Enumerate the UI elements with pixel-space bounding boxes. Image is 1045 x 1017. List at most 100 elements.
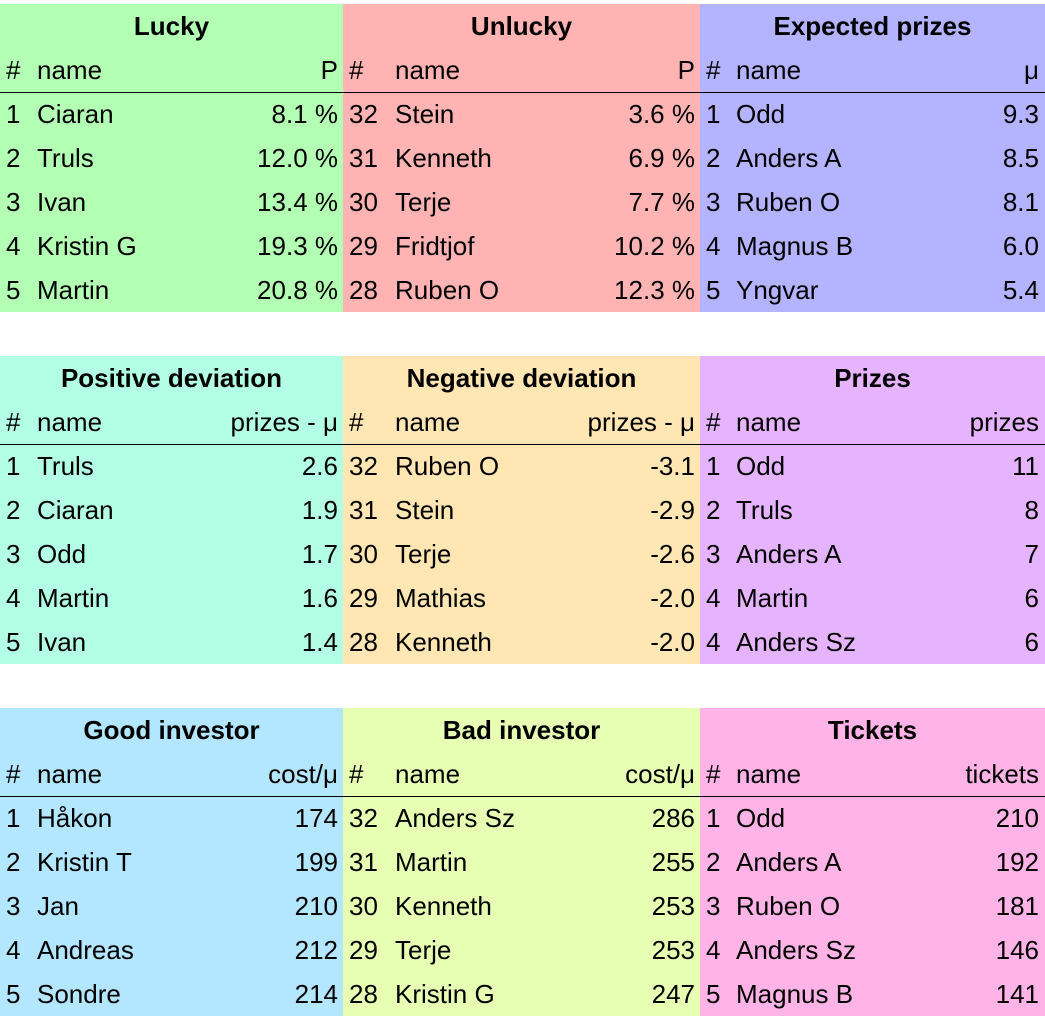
rank-cell: 2 (6, 495, 21, 525)
rank-cell: 2 (6, 847, 21, 877)
name-cell: Odd (736, 99, 786, 129)
value-cell: 5.4 (1002, 275, 1039, 305)
rank-cell: 3 (6, 891, 21, 921)
value-cell: 212 (294, 935, 338, 965)
positive-deviation-table: Positive deviation # name prizes - μ 1 Truls 2… (0, 356, 343, 664)
value-cell: 286 (651, 803, 695, 833)
rank-cell: 30 (349, 891, 378, 921)
name-header: name (37, 759, 103, 789)
rank-cell: 30 (349, 187, 378, 217)
rank-cell: 29 (349, 583, 378, 613)
table-row: 1 Truls 2.6 (0, 444, 343, 488)
rank-cell: 30 (349, 539, 378, 569)
value-cell: 199 (294, 847, 338, 877)
table-row-group-2: Positive deviation # name prizes - μ 1 Truls 2… (0, 356, 1045, 664)
table-header: # name P (0, 48, 343, 93)
name-cell: Ciaran (37, 495, 114, 525)
table-row: 28 Ruben O 12.3 % (343, 268, 700, 312)
table-row: 3 Ruben O 181 (700, 884, 1045, 928)
name-cell: Stein (395, 99, 455, 129)
name-header: name (37, 55, 103, 85)
value-cell: 3.6 % (628, 99, 696, 129)
rank-cell: 3 (706, 187, 721, 217)
rank-cell: 5 (6, 979, 21, 1009)
rank-cell: 31 (349, 847, 378, 877)
value-cell: 192 (995, 847, 1039, 877)
table-row: 3 Ruben O 8.1 (700, 180, 1045, 224)
name-cell: Kenneth (395, 143, 492, 173)
name-cell: Terje (395, 935, 452, 965)
value-header: P (677, 55, 695, 85)
rank-cell: 3 (706, 891, 721, 921)
name-cell: Ruben O (395, 275, 500, 305)
table-row-group-3: Good investor # name cost/μ 1 Håkon 174 2 Kristi… (0, 708, 1045, 1016)
table-header: # name prizes - μ (343, 400, 700, 445)
value-cell: 6 (1024, 627, 1039, 657)
rank-cell: 4 (706, 231, 721, 261)
tickets-table: Tickets # name tickets 1 Odd 210 2 Anders A 192 3 R… (700, 708, 1045, 1016)
value-cell: 13.4 % (257, 187, 338, 217)
name-cell: Håkon (37, 803, 113, 833)
name-cell: Odd (736, 803, 786, 833)
value-cell: 210 (294, 891, 338, 921)
rank-cell: 1 (706, 99, 721, 129)
rank-cell: 31 (349, 495, 378, 525)
value-cell: 1.4 (301, 627, 338, 657)
value-header: cost/μ (625, 759, 695, 789)
name-header: name (736, 407, 802, 437)
value-cell: 210 (995, 803, 1039, 833)
rank-cell: 4 (706, 935, 721, 965)
table-title: Positive deviation (60, 363, 283, 393)
name-cell: Mathias (395, 583, 487, 613)
value-cell: -3.1 (650, 451, 695, 481)
name-header: name (736, 759, 802, 789)
value-cell: 7.7 % (628, 187, 696, 217)
value-header: tickets (965, 759, 1039, 789)
lucky-table: Lucky # name P 1 Ciaran 8.1 % 2 Truls 12.0 % 3 Ivan… (0, 4, 343, 312)
value-cell: 6 (1024, 583, 1039, 613)
rank-cell: 32 (349, 803, 378, 833)
name-cell: Ruben O (736, 187, 841, 217)
rank-cell: 4 (6, 935, 21, 965)
value-cell: 247 (651, 979, 695, 1009)
value-cell: 141 (995, 979, 1039, 1009)
table-title: Lucky (133, 11, 210, 41)
name-cell: Magnus B (736, 231, 854, 261)
name-cell: Ruben O (736, 891, 841, 921)
rank-cell: 28 (349, 979, 378, 1009)
value-cell: 174 (294, 803, 338, 833)
name-cell: Magnus B (736, 979, 854, 1009)
table-header: # name prizes - μ (0, 400, 343, 445)
value-cell: 146 (995, 935, 1039, 965)
name-cell: Anders A (736, 847, 842, 877)
value-cell: 6.9 % (628, 143, 696, 173)
name-cell: Kenneth (395, 627, 492, 657)
name-cell: Odd (37, 539, 87, 569)
bad-investor-table: Bad investor # name cost/μ 32 Anders Sz 286 31 M… (343, 708, 700, 1016)
table-row: 2 Ciaran 1.9 (0, 488, 343, 532)
value-cell: -2.0 (650, 583, 695, 613)
rank-header: # (706, 759, 721, 789)
rank-header: # (706, 407, 721, 437)
rank-cell: 31 (349, 143, 378, 173)
rank-cell: 1 (706, 451, 721, 481)
rank-header: # (6, 55, 21, 85)
table-row: 1 Odd 210 (700, 796, 1045, 840)
name-cell: Anders A (736, 143, 842, 173)
table-row: 28 Kristin G 247 (343, 972, 700, 1016)
table-row: 4 Andreas 212 (0, 928, 343, 972)
rank-cell: 1 (706, 803, 721, 833)
table-row: 3 Anders A 7 (700, 532, 1045, 576)
rank-cell: 32 (349, 451, 378, 481)
value-cell: 214 (294, 979, 338, 1009)
table-row: 3 Jan 210 (0, 884, 343, 928)
negative-deviation-table: Negative deviation # name prizes - μ 32 Ruben… (343, 356, 700, 664)
rank-cell: 2 (706, 495, 721, 525)
rank-header: # (349, 407, 364, 437)
value-cell: 255 (651, 847, 695, 877)
rank-header: # (706, 55, 721, 85)
name-cell: Kristin G (395, 979, 495, 1009)
table-row: 1 Odd 11 (700, 444, 1045, 488)
name-header: name (395, 759, 461, 789)
value-cell: 8 (1024, 495, 1039, 525)
